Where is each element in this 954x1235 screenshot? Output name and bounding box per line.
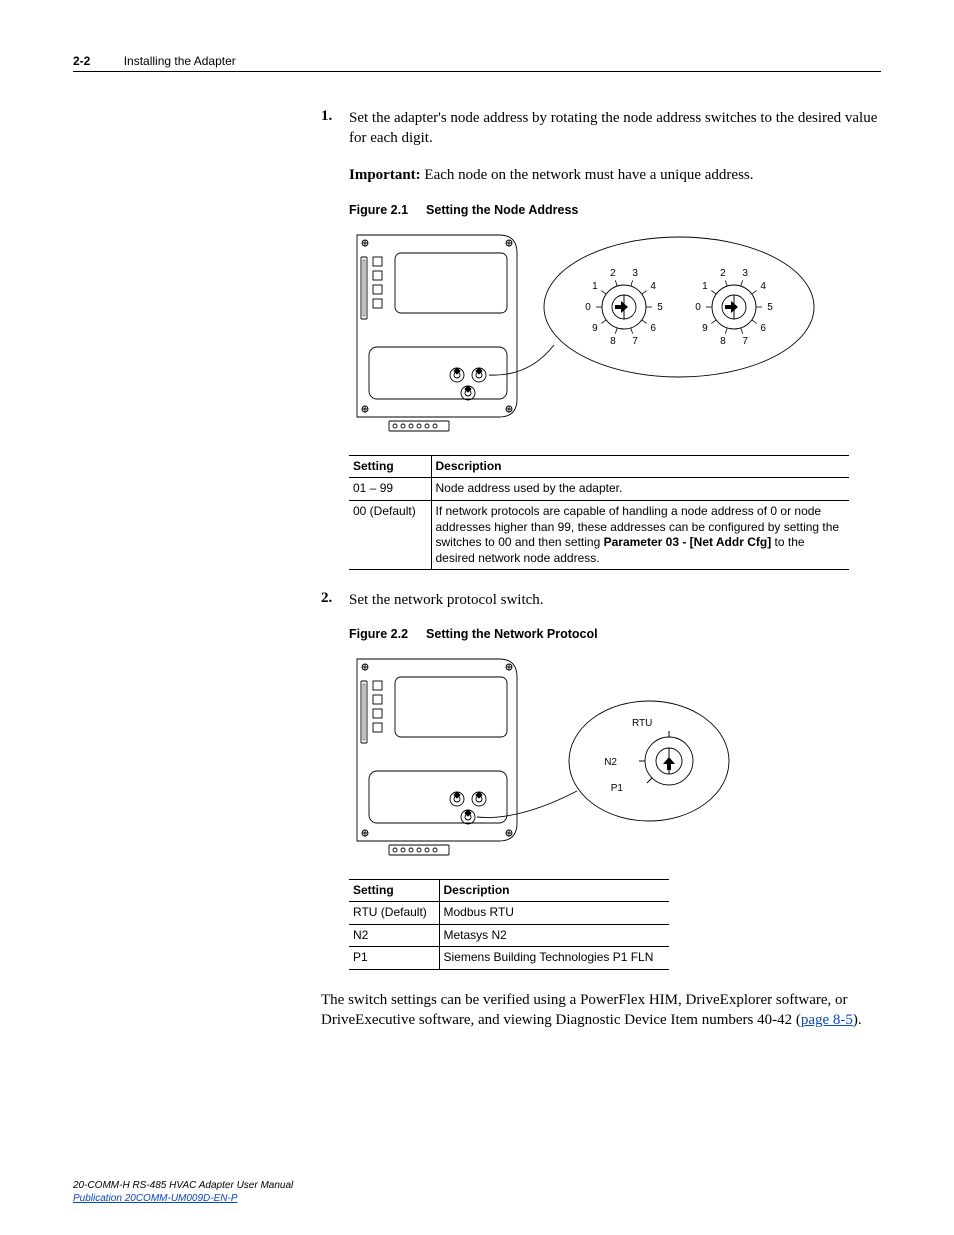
page-8-5-link[interactable]: page 8-5 bbox=[801, 1012, 853, 1028]
svg-text:9: 9 bbox=[702, 323, 708, 334]
page-footer: 20-COMM-H RS-485 HVAC Adapter User Manua… bbox=[73, 1179, 293, 1205]
step-2-number: 2. bbox=[321, 590, 349, 610]
figure-2-2-title: Setting the Network Protocol bbox=[426, 627, 598, 641]
svg-text:3: 3 bbox=[632, 268, 638, 279]
step-2: 2. Set the network protocol switch. bbox=[321, 590, 881, 610]
table2-header-description: Description bbox=[439, 879, 669, 902]
figure-2-2: RTU N2 P1 bbox=[349, 651, 881, 861]
svg-text:6: 6 bbox=[650, 323, 656, 334]
svg-text:4: 4 bbox=[760, 281, 766, 292]
svg-text:3: 3 bbox=[742, 268, 748, 279]
svg-text:7: 7 bbox=[742, 336, 748, 347]
footer-publication-link[interactable]: Publication 20COMM-UM009D-EN-P bbox=[73, 1193, 238, 1204]
important-text: Each node on the network must have a uni… bbox=[424, 167, 753, 183]
figure-2-2-label: Figure 2.2 bbox=[349, 627, 408, 641]
protocol-label-n2: N2 bbox=[604, 757, 617, 768]
svg-text:8: 8 bbox=[610, 336, 616, 347]
svg-text:5: 5 bbox=[657, 302, 663, 313]
step-1-number: 1. bbox=[321, 108, 349, 149]
svg-text:0: 0 bbox=[695, 302, 701, 313]
svg-text:1: 1 bbox=[592, 281, 598, 292]
closing-paragraph: The switch settings can be verified usin… bbox=[321, 990, 881, 1031]
page-number: 2-2 bbox=[73, 54, 90, 68]
svg-text:8: 8 bbox=[720, 336, 726, 347]
table-protocol: Setting Description RTU (Default) Modbus… bbox=[349, 879, 669, 970]
table1-r1-desc: If network protocols are capable of hand… bbox=[431, 500, 849, 569]
svg-text:7: 7 bbox=[632, 336, 638, 347]
table-row: RTU (Default) Modbus RTU bbox=[349, 902, 669, 925]
figure-2-1: 0123456789 0123456789 bbox=[349, 227, 881, 437]
important-label: Important: bbox=[349, 167, 421, 183]
figure-2-1-label: Figure 2.1 bbox=[349, 203, 408, 217]
footer-manual-title: 20-COMM-H RS-485 HVAC Adapter User Manua… bbox=[73, 1179, 293, 1192]
protocol-label-rtu: RTU bbox=[632, 718, 652, 729]
svg-text:6: 6 bbox=[760, 323, 766, 334]
table1-r1-setting: 00 (Default) bbox=[349, 500, 431, 569]
step-1-text: Set the adapter's node address by rotati… bbox=[349, 108, 881, 149]
svg-text:1: 1 bbox=[702, 281, 708, 292]
page-header: 2-2 Installing the Adapter bbox=[73, 54, 881, 72]
chapter-title: Installing the Adapter bbox=[124, 54, 236, 68]
svg-text:2: 2 bbox=[610, 268, 616, 279]
table2-header-setting: Setting bbox=[349, 879, 439, 902]
svg-text:9: 9 bbox=[592, 323, 598, 334]
svg-text:5: 5 bbox=[767, 302, 773, 313]
figure-2-1-title: Setting the Node Address bbox=[426, 203, 578, 217]
important-note: Important: Each node on the network must… bbox=[349, 165, 881, 185]
svg-text:4: 4 bbox=[650, 281, 656, 292]
figure-2-2-caption: Figure 2.2 Setting the Network Protocol bbox=[349, 627, 881, 641]
table1-header-setting: Setting bbox=[349, 455, 431, 478]
step-2-text: Set the network protocol switch. bbox=[349, 590, 881, 610]
table-node-address: Setting Description 01 – 99 Node address… bbox=[349, 455, 849, 571]
step-1: 1. Set the adapter's node address by rot… bbox=[321, 108, 881, 149]
figure-2-1-caption: Figure 2.1 Setting the Node Address bbox=[349, 203, 881, 217]
table-row: 00 (Default) If network protocols are ca… bbox=[349, 500, 849, 569]
table-row: P1 Siemens Building Technologies P1 FLN bbox=[349, 947, 669, 970]
table-row: 01 – 99 Node address used by the adapter… bbox=[349, 478, 849, 501]
svg-text:0: 0 bbox=[585, 302, 591, 313]
table1-r0-setting: 01 – 99 bbox=[349, 478, 431, 501]
table1-r0-desc: Node address used by the adapter. bbox=[431, 478, 849, 501]
protocol-label-p1: P1 bbox=[611, 783, 624, 794]
table-row: N2 Metasys N2 bbox=[349, 924, 669, 947]
main-content: 1. Set the adapter's node address by rot… bbox=[321, 108, 881, 1030]
table1-header-description: Description bbox=[431, 455, 849, 478]
svg-text:2: 2 bbox=[720, 268, 726, 279]
